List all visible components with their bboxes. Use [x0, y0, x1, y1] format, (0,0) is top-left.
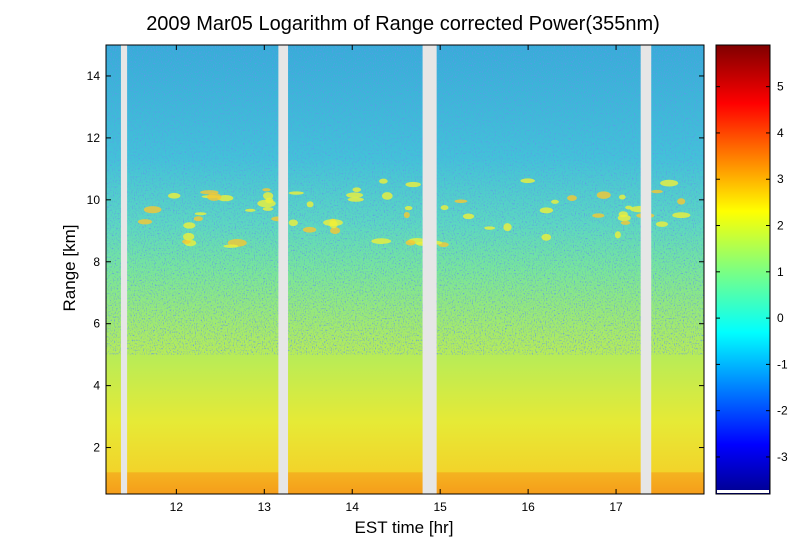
cloud-feature [403, 211, 410, 219]
data-gap [278, 45, 289, 494]
data-gap [422, 45, 437, 494]
y-axis-ticks: 2 4 6 8 10 12 14 [87, 69, 704, 455]
cloud-feature [323, 219, 343, 227]
y-tick-label: 14 [87, 69, 101, 83]
colorbar-tick-label: 0 [777, 311, 784, 325]
plot-frame [105, 44, 705, 495]
cloud-feature [625, 205, 633, 210]
cloud-feature [660, 179, 679, 187]
x-axis-label: EST time [hr] [355, 518, 454, 537]
y-tick-label: 2 [93, 441, 100, 455]
x-tick-label: 15 [433, 500, 447, 514]
cloud-feature [381, 192, 393, 200]
cloud-feature [194, 212, 207, 216]
cloud-feature [207, 193, 222, 201]
cloud-feature [462, 213, 475, 220]
cloud-feature [520, 178, 535, 184]
cloud-feature [143, 206, 162, 214]
cloud-feature [262, 207, 274, 211]
cloud-feature [346, 192, 364, 198]
cloud-feature [655, 221, 669, 227]
cloud-feature [183, 222, 196, 229]
y-tick-label: 6 [93, 317, 100, 331]
plot-area [106, 45, 704, 494]
cloud-feature [405, 181, 421, 188]
cloud-feature [223, 244, 239, 248]
cloud-feature [596, 191, 611, 199]
cloud-features [106, 178, 704, 494]
cloud-feature [262, 188, 271, 192]
cloud-feature [137, 219, 153, 225]
cloud-feature [503, 223, 512, 232]
cloud-feature [288, 219, 298, 227]
cloud-feature [672, 212, 691, 219]
cloud-feature [620, 220, 631, 225]
surface-layer [106, 472, 704, 494]
cloud-feature [541, 233, 552, 241]
cloud-feature [379, 178, 388, 184]
cloud-feature [618, 194, 626, 200]
x-tick-label: 17 [609, 500, 623, 514]
data-gaps [120, 45, 652, 494]
cloud-feature [617, 214, 631, 222]
noise-texture [106, 45, 704, 355]
y-tick-label: 4 [93, 379, 100, 393]
colorbar-tick-label: -1 [777, 357, 788, 371]
colorbar-tick-label: 1 [777, 265, 784, 279]
colorbar-bottom-band [717, 490, 769, 493]
cloud-feature [306, 201, 314, 208]
cloud-feature [404, 205, 413, 211]
colorbar: -3 -2 -1 0 1 2 3 4 5 [715, 44, 788, 495]
colorbar-ticks: -3 -2 -1 0 1 2 3 4 5 [716, 80, 788, 464]
cloud-feature [371, 238, 392, 245]
colorbar-gradient [715, 44, 771, 495]
cloud-feature [217, 194, 234, 202]
cloud-feature [182, 239, 191, 244]
cloud-feature [352, 187, 362, 193]
x-tick-label: 12 [170, 500, 184, 514]
cloud-feature [592, 213, 605, 218]
cloud-feature [614, 231, 621, 239]
cloud-feature [330, 227, 341, 235]
data-gap [640, 45, 652, 494]
cloud-feature [288, 191, 304, 195]
cloud-feature [484, 226, 496, 230]
colorbar-tick-label: 4 [777, 126, 784, 140]
y-tick-label: 10 [87, 193, 101, 207]
colorbar-tick-label: 2 [777, 219, 784, 233]
cloud-feature [440, 205, 449, 211]
cloud-feature [567, 195, 577, 202]
y-axis-label: Range [km] [60, 225, 79, 312]
cloud-feature [677, 198, 686, 205]
colorbar-tick-label: -3 [777, 450, 788, 464]
cloud-feature [262, 192, 274, 200]
cloud-feature [193, 216, 203, 222]
cloud-feature [257, 199, 276, 208]
data-gap [120, 45, 128, 494]
y-tick-label: 8 [93, 255, 100, 269]
x-axis-ticks: 12 13 14 15 16 17 [170, 45, 623, 514]
cloud-feature [183, 232, 195, 241]
cloud-feature [302, 226, 317, 233]
colorbar-tick-label: 5 [777, 80, 784, 94]
x-tick-label: 13 [258, 500, 272, 514]
cloud-feature [454, 199, 468, 203]
cloud-feature [651, 189, 663, 194]
colorbar-tick-label: -2 [777, 404, 788, 418]
x-tick-label: 14 [346, 500, 360, 514]
cloud-feature [539, 207, 554, 214]
chart-title: 2009 Mar05 Logarithm of Range corrected … [146, 13, 660, 35]
cloud-feature [550, 199, 559, 204]
y-tick-label: 12 [87, 131, 101, 145]
colorbar-tick-label: 3 [777, 172, 784, 186]
cloud-feature [168, 192, 181, 199]
x-tick-label: 16 [521, 500, 535, 514]
cloud-feature [405, 240, 416, 246]
cloud-feature [347, 197, 364, 202]
cloud-feature [245, 208, 256, 212]
